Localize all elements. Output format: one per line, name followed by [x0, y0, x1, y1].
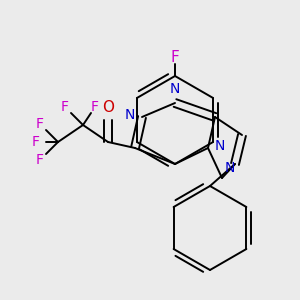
Text: F: F: [61, 100, 69, 114]
Text: F: F: [36, 117, 44, 131]
Text: F: F: [32, 135, 40, 149]
Text: N: N: [170, 82, 180, 96]
Text: F: F: [91, 100, 99, 114]
Text: O: O: [102, 100, 114, 116]
Text: N: N: [125, 108, 135, 122]
Text: F: F: [36, 153, 44, 167]
Text: N: N: [215, 139, 225, 153]
Text: N: N: [225, 161, 235, 175]
Text: F: F: [171, 50, 179, 65]
